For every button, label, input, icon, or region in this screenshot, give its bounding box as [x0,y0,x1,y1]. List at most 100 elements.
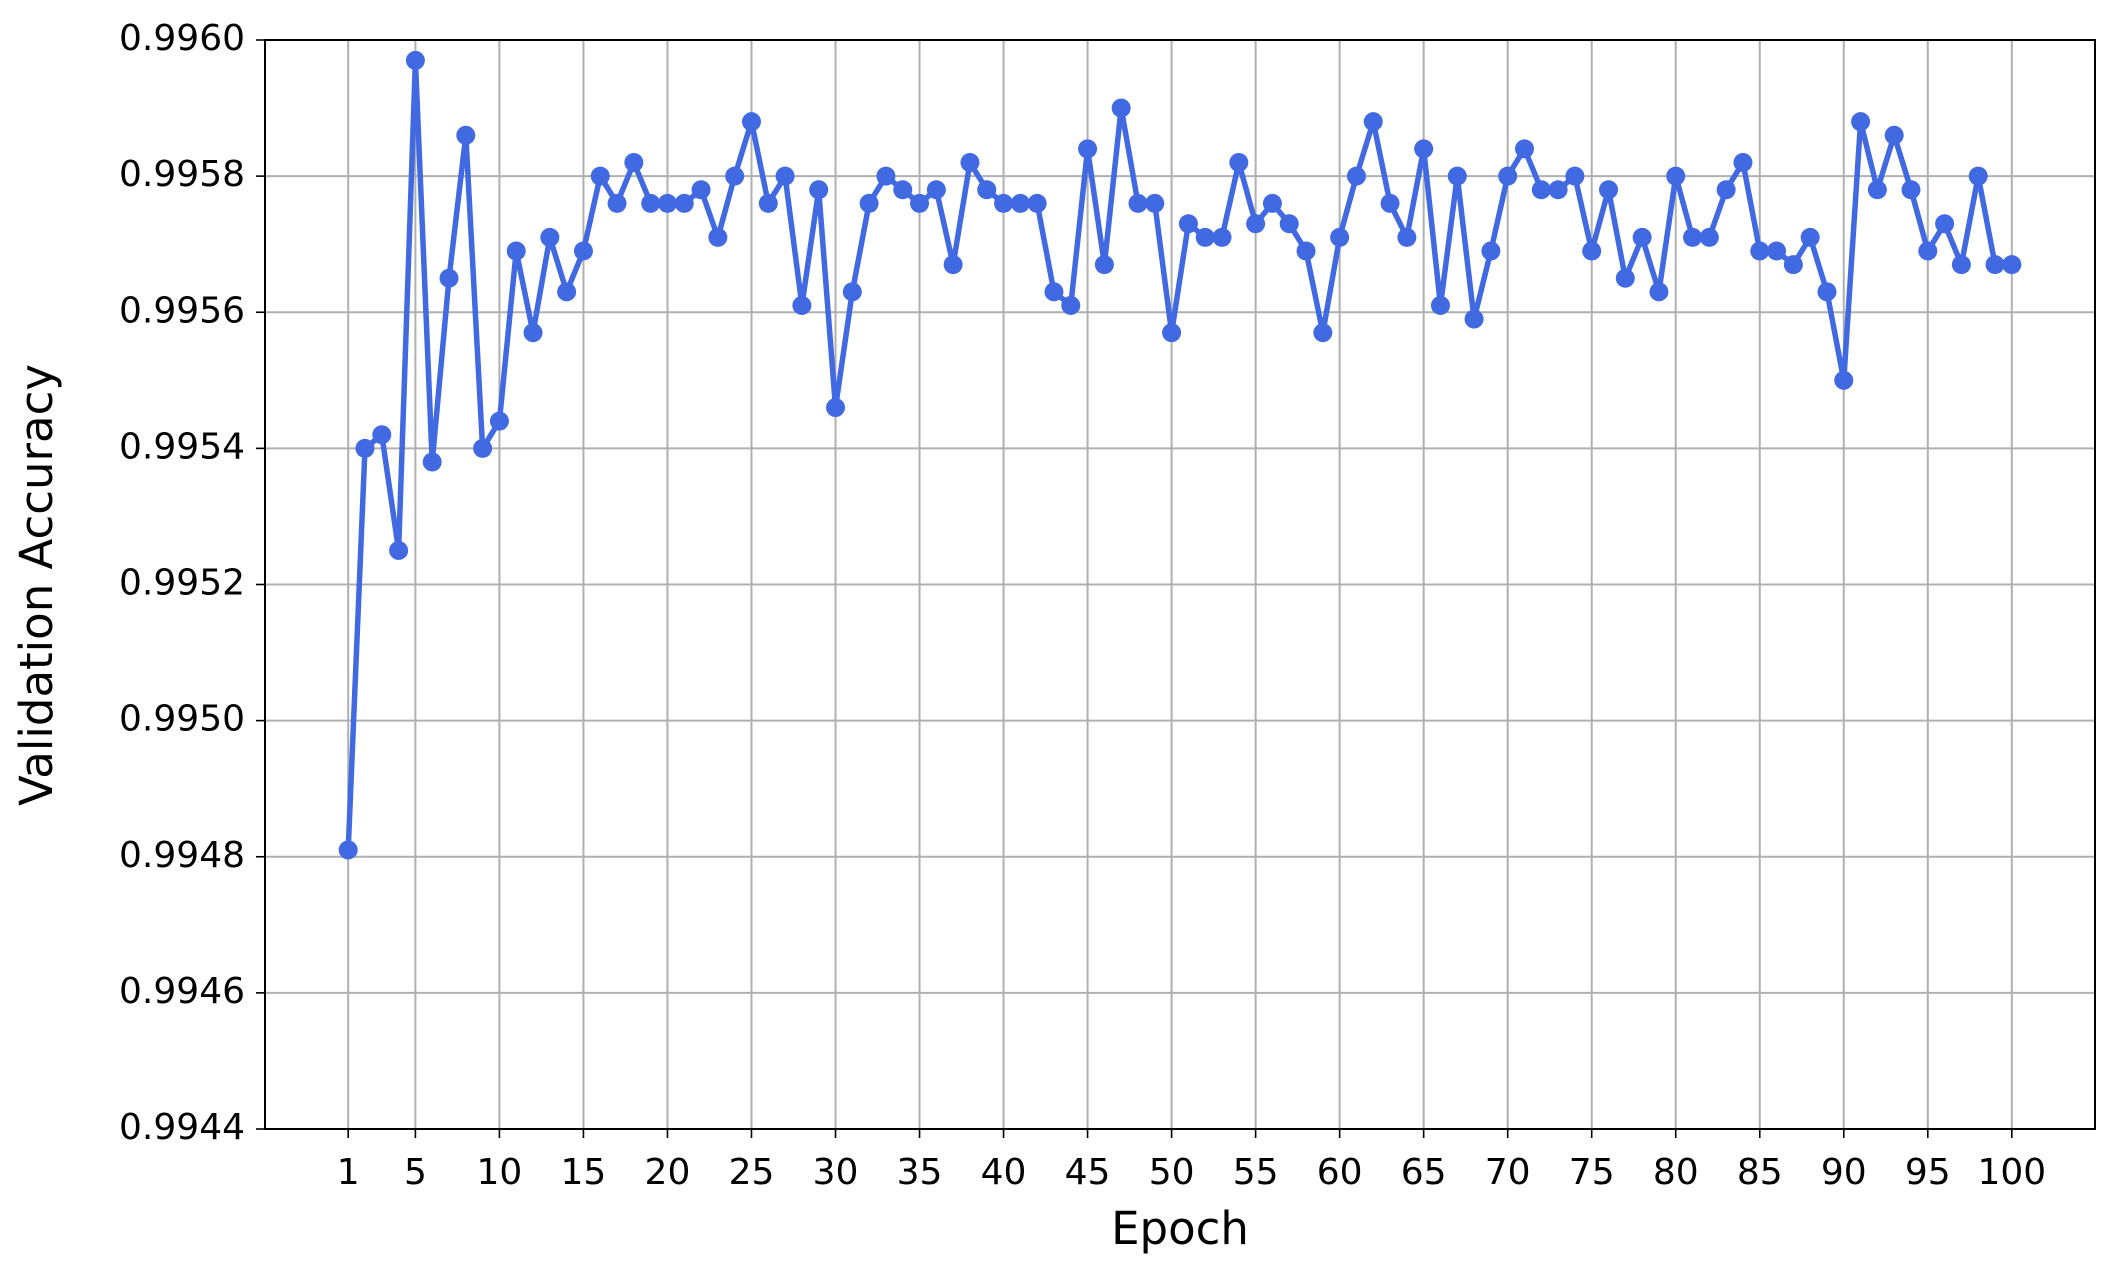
x-tick-label: 45 [1065,1152,1111,1193]
x-tick-label: 65 [1401,1152,1447,1193]
data-point [573,241,593,261]
y-tick-label: 0.9952 [119,563,245,604]
data-point [1548,180,1568,200]
data-point [1027,193,1047,213]
data-point [1649,282,1669,302]
data-point [708,227,728,247]
data-point [1363,112,1383,132]
y-tick-label: 0.9950 [119,699,245,740]
data-point [1447,166,1467,186]
x-tick-label: 100 [1977,1152,2046,1193]
y-tick-label: 0.9960 [119,18,245,59]
data-point [624,153,644,173]
data-point [1867,180,1887,200]
data-point [741,112,761,132]
y-tick-label: 0.9958 [119,154,245,195]
data-point [1346,166,1366,186]
x-tick-label: 10 [477,1152,523,1193]
data-point [1800,227,1820,247]
data-point [1884,125,1904,145]
data-point [506,241,526,261]
data-point [1195,227,1215,247]
data-point [557,282,577,302]
x-tick-label: 60 [1317,1152,1363,1193]
data-point [1178,214,1198,234]
data-point [489,411,509,431]
x-tick-label: 15 [561,1152,607,1193]
x-tick-label: 25 [729,1152,775,1193]
x-tick-label: 90 [1821,1152,1867,1193]
x-tick-label: 40 [981,1152,1027,1193]
data-point [1279,214,1299,234]
data-point [540,227,560,247]
data-point [1481,241,1501,261]
data-point [1212,227,1232,247]
data-point [456,125,476,145]
data-point [1397,227,1417,247]
data-point [1464,309,1484,329]
data-point [405,50,425,70]
data-point [439,268,459,288]
data-point [1783,255,1803,275]
plot-frame [264,39,2096,1130]
x-tick-label: 75 [1569,1152,1615,1193]
x-tick-label: 20 [645,1152,691,1193]
data-point [826,398,846,418]
data-point [1599,180,1619,200]
y-tick-label: 0.9944 [119,1107,245,1148]
data-point [809,180,829,200]
data-point [994,193,1014,213]
data-point [1145,193,1165,213]
data-point [859,193,879,213]
data-point [725,166,745,186]
data-point [1380,193,1400,213]
data-point [389,540,409,560]
data-line [345,57,2012,851]
y-axis-label: Validation Accuracy [10,364,63,806]
data-point [1968,166,1988,186]
data-point [1565,166,1585,186]
data-point [1851,112,1871,132]
x-tick-label: 95 [1905,1152,1951,1193]
x-tick-label: 85 [1737,1152,1783,1193]
data-point [1666,166,1686,186]
data-point [1094,255,1114,275]
data-point [775,166,795,186]
x-axis-label: Epoch [1111,1202,1249,1255]
data-point [1750,241,1770,261]
data-point [372,425,392,445]
x-tick-label: 35 [897,1152,943,1193]
data-point [1767,241,1787,261]
data-point [893,180,913,200]
data-point [943,255,963,275]
data-point [1262,193,1282,213]
x-tick-label: 30 [813,1152,859,1193]
data-point [792,295,812,315]
data-point [1683,227,1703,247]
data-point [1128,193,1148,213]
data-point [1901,180,1921,200]
y-tick-label: 0.9946 [119,971,245,1012]
data-point [960,153,980,173]
data-point [1834,370,1854,390]
data-point [674,193,694,213]
data-point [691,180,711,200]
data-point [523,323,543,343]
data-point [1632,227,1652,247]
x-tick-label: 55 [1233,1152,1279,1193]
data-point [910,193,930,213]
x-tick-label: 50 [1149,1152,1195,1193]
data-point [607,193,627,213]
data-point [1716,180,1736,200]
data-point [355,438,375,458]
data-point [1430,295,1450,315]
data-point [842,282,862,302]
data-point [1414,139,1434,159]
data-point [1296,241,1316,261]
data-point [1498,166,1518,186]
data-point [1985,255,2005,275]
data-point [1935,214,1955,234]
data-point [1061,295,1081,315]
